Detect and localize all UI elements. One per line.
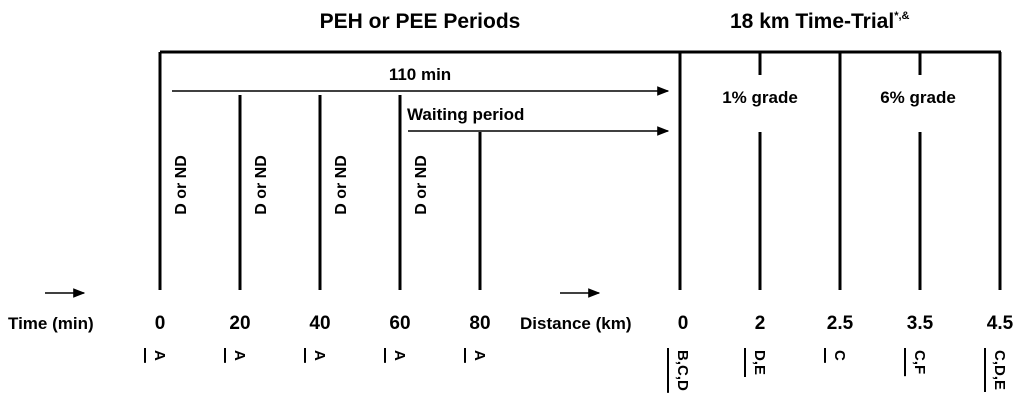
event-label: D or ND (253, 155, 270, 215)
grade-label: 6% grade (880, 88, 956, 107)
sample-label: A (231, 350, 248, 361)
time-axis-label: Time (min) (8, 314, 94, 333)
sample-label: A (311, 350, 328, 361)
sample-label: D,E (751, 350, 768, 375)
time-tick: 40 (309, 313, 330, 334)
time-tick: 60 (389, 313, 410, 334)
left-title: PEH or PEE Periods (320, 10, 521, 33)
event-label: D or ND (333, 155, 350, 215)
sample-label: C,D,E (991, 350, 1008, 390)
distance-tick: 2 (755, 313, 766, 334)
distance-tick: 3.5 (907, 313, 934, 334)
distance-tick: 2.5 (827, 313, 854, 334)
waiting-label: Waiting period (407, 105, 524, 124)
sample-label: A (471, 350, 488, 361)
sample-label: C,F (911, 350, 928, 374)
grade-label: 1% grade (722, 88, 798, 107)
event-label: D or ND (173, 155, 190, 215)
sample-label: C (831, 350, 848, 361)
sample-label: A (151, 350, 168, 361)
distance-tick: 4.5 (987, 313, 1014, 334)
distance-axis-label: Distance (km) (520, 314, 631, 333)
time-tick: 20 (229, 313, 250, 334)
duration-label: 110 min (389, 65, 451, 84)
distance-tick: 0 (678, 313, 689, 334)
frame (45, 50, 1002, 298)
sample-label: A (391, 350, 408, 361)
time-tick: 0 (155, 313, 166, 334)
sample-label: B,C,D (674, 350, 691, 391)
right-title: 18 km Time-Trial*,& (730, 10, 910, 33)
time-tick: 80 (469, 313, 490, 334)
event-label: D or ND (413, 155, 430, 215)
